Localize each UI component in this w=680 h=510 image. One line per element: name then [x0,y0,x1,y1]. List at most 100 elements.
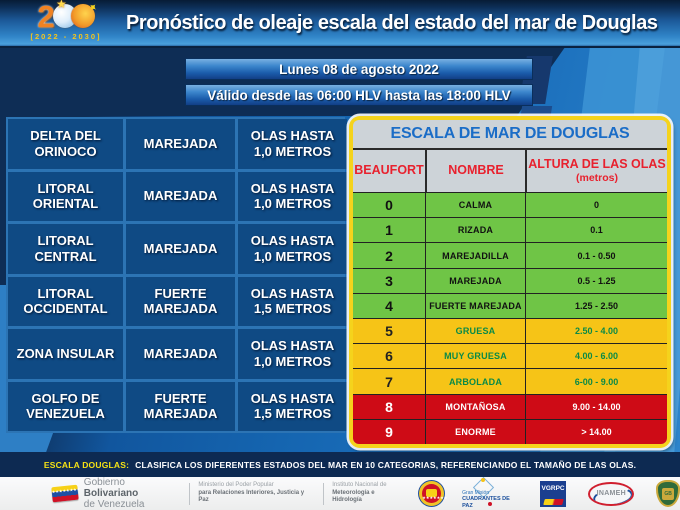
forecast-region-cell: GOLFO DE VENEZUELA [8,381,123,431]
vgrpc-logo: VGRPC [539,480,567,507]
gobierno-text-line2: de Venezuela [83,499,145,510]
douglas-table-title: ESCALA DE MAR DE DOUGLAS [353,120,667,150]
forecast-estado-cell: MAREJADA [126,119,235,169]
douglas-nombre-cell: ARBOLADA [425,369,525,394]
inameh-label: INAMEH [596,490,627,497]
inameh-logo: INAMEH [588,481,635,506]
coat-of-arms-shield [426,489,438,497]
column-header-altura: ALTURA DE LAS OLAS (metros) [525,150,667,192]
page-title: Pronóstico de oleaje escala del estado d… [126,11,658,34]
vgrpc-label: VGRPC [541,484,565,492]
vgrpc-flag-stripe [542,498,564,505]
cuadrantes-line1: Gran Misión [462,489,490,496]
douglas-beaufort-cell: 4 [385,297,393,314]
douglas-nombre-cell: RIZADA [425,218,525,243]
douglas-row: 7 ARBOLADA 6-00 - 9.00 [353,368,667,394]
douglas-row: 3 MAREJADA 0.5 - 1.25 [353,267,667,293]
forecast-region-cell: LITORAL OCCIDENTAL [8,276,123,326]
footer-bar: ★★★★★★★★ Gobierno Bolivariano de Venezue… [0,476,680,510]
forecast-region-cell: LITORAL CENTRAL [8,224,123,274]
douglas-scale-table: ESCALA DE MAR DE DOUGLAS BEAUFORT NOMBRE… [353,120,667,444]
douglas-nombre-cell: MONTAÑOSA [425,394,525,419]
ministerio-wordmark: Ministerio del Poder Popular para Relaci… [198,482,315,505]
footnote-text: CLASIFICA LOS DIFERENTES ESTADOS DEL MAR… [135,459,637,470]
forecast-estado-cell: MAREJADA [126,224,235,274]
douglas-beaufort-cell: 5 [385,323,393,340]
douglas-altura-cell: 0.5 - 1.25 [525,268,667,293]
military-crest-icon: GB [656,480,680,507]
logo-circle-icon: ✦ [70,0,100,28]
gobierno-text-bold: Bolivariano [83,488,139,499]
douglas-altura-cell: 4.00 - 6.00 [525,344,667,369]
forecast-olas-cell: OLAS HASTA 1,0 METROS [238,171,347,221]
forecast-estado-cell: MAREJADA [126,329,235,379]
douglas-nombre-cell: CALMA [425,193,525,218]
header-bar: 2 ✦ ★ [2022 - 2030] Pronóstico de oleaje… [0,0,680,48]
douglas-beaufort-cell: 0 [385,197,393,214]
douglas-row: 9 ENORME > 14.00 [353,418,667,444]
douglas-nombre-cell: GRUESA [425,319,525,344]
forecast-olas-cell: OLAS HASTA 1,5 METROS [238,381,347,431]
douglas-row: 1 RIZADA 0.1 [353,217,667,243]
forecast-region-cell: ZONA INSULAR [8,329,123,379]
cuadrantes-de-paz-logo: Gran Misión CUADRANTES DE PAZ [462,476,520,509]
forecast-estado-cell: MAREJADA [126,171,235,221]
forecast-olas-cell: OLAS HASTA 1,5 METROS [238,276,347,326]
douglas-altura-cell: 0.1 - 0.50 [525,243,667,268]
instituto-line1: Instituto Nacional de [332,482,387,489]
douglas-row: 2 MAREJADILLA 0.1 - 0.50 [353,242,667,268]
ministerio-line2: para Relaciones Interiores, Justicia y P… [198,489,305,504]
footer-divider [189,482,191,505]
forecast-region-cell: DELTA DEL ORINOCO [8,119,123,169]
douglas-row: 8 MONTAÑOSA 9.00 - 14.00 [353,393,667,419]
footer-divider [323,482,325,505]
forecast-olas-cell: OLAS HASTA 1,0 METROS [238,224,347,274]
forecast-olas-cell: OLAS HASTA 1,0 METROS [238,119,347,169]
douglas-altura-cell: 9.00 - 14.00 [525,394,667,419]
spark-icon: ✦ [85,0,101,16]
douglas-beaufort-cell: 3 [385,272,393,289]
column-header-label: BEAUFORT [354,163,424,178]
forecast-olas-cell: OLAS HASTA 1,0 METROS [238,329,347,379]
douglas-scale-panel: ESCALA DE MAR DE DOUGLAS BEAUFORT NOMBRE… [349,116,671,448]
instituto-line2: Meteorología e Hidrología [332,489,375,504]
forecast-estado-cell: FUERTE MAREJADA [126,381,235,431]
douglas-altura-cell: 0.1 [525,218,667,243]
ministerio-line1: Ministerio del Poder Popular [198,482,274,489]
douglas-table-header: BEAUFORT NOMBRE ALTURA DE LAS OLAS (metr… [353,150,667,192]
douglas-altura-cell: 6-00 - 9.00 [525,369,667,394]
douglas-table-body: 0 CALMA 0 1 RIZADA 0.1 2 MAREJADILLA 0.1 - 0.50 3… [353,192,667,444]
logo-years-label: [2022 - 2030] [30,32,102,41]
star-icon: ★ [56,0,67,11]
column-header-label: NOMBRE [448,163,504,178]
douglas-nombre-cell: ENORME [425,419,525,444]
cuadrantes-line2: CUADRANTES DE PAZ [462,496,510,509]
flag-stars: ★★★★★★★★ [51,486,81,495]
gobierno-text: Gobierno [83,477,125,488]
crest-mark: GB [662,487,675,500]
gobierno-wordmark: Gobierno Bolivariano de Venezuela [84,477,182,510]
coat-of-arms-stars: ★★★★★★★ [422,495,448,500]
instituto-wordmark: Instituto Nacional de Meteorología e Hid… [332,482,405,505]
douglas-beaufort-cell: 8 [385,398,393,415]
column-header-unit: (metros) [575,171,618,184]
column-header-label: ALTURA DE LAS OLAS [528,156,666,171]
dot-icon [488,501,493,506]
dot-icon [481,477,486,482]
column-header-beaufort: BEAUFORT [353,150,425,192]
douglas-row: 6 MUY GRUESA 4.00 - 6.00 [353,343,667,369]
footnote-label: ESCALA DOUGLAS: [43,459,130,470]
douglas-row: 5 GRUESA 2.50 - 4.00 [353,318,667,344]
douglas-nombre-cell: MUY GRUESA [425,344,525,369]
logo-digit: 2 [37,0,55,34]
douglas-altura-cell: 0 [525,193,667,218]
logo-200-icon: 2 ✦ ★ [10,0,122,34]
coat-of-arms-icon: ★★★★★★★ [419,481,448,506]
douglas-beaufort-cell: 1 [385,222,393,239]
douglas-row: 4 FUERTE MAREJADA 1.25 - 2.50 [353,292,667,319]
column-header-nombre: NOMBRE [425,150,525,192]
footnote-strip: ESCALA DOUGLAS: CLASIFICA LOS DIFERENTES… [0,452,680,477]
page-title-row: Pronóstico de oleaje escala del estado d… [126,0,674,46]
douglas-nombre-cell: FUERTE MAREJADA [425,293,525,319]
venezuela-flag-icon: ★★★★★★★★ [51,484,81,503]
